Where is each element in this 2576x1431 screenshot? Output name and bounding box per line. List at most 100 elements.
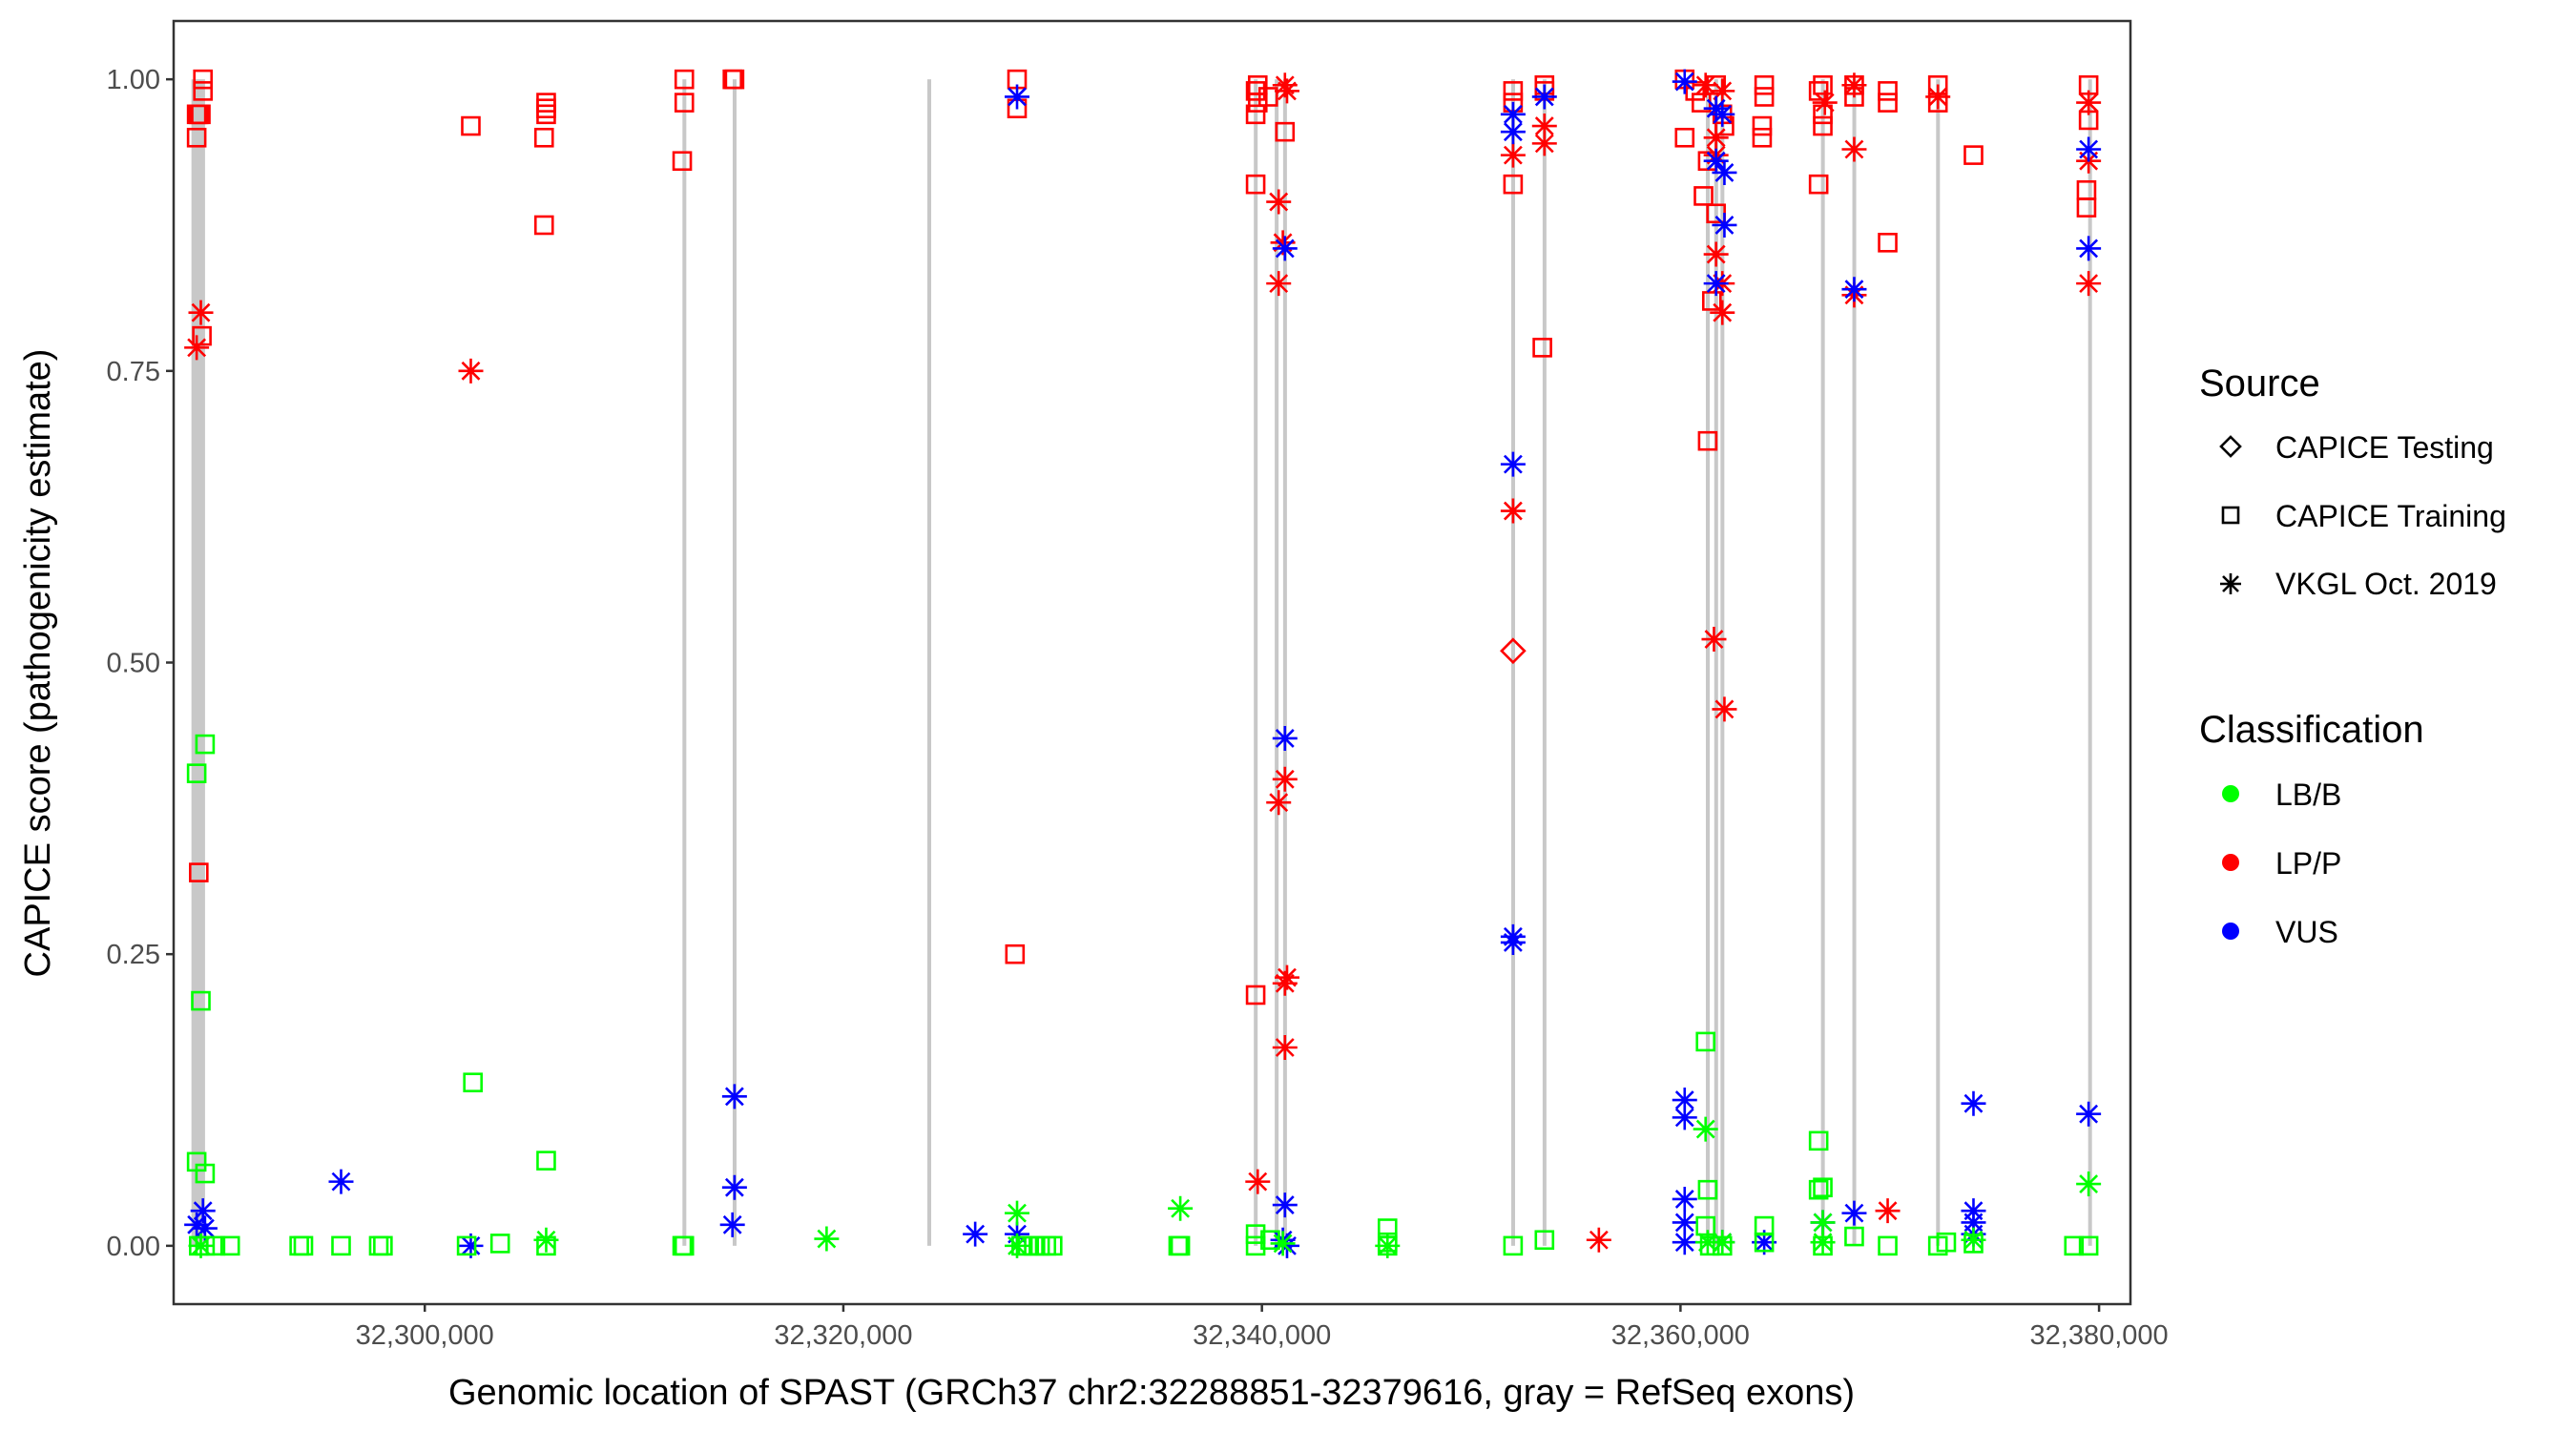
data-point [1503, 174, 1524, 195]
data-point [1005, 1200, 1030, 1226]
data-point [533, 127, 554, 148]
data-point [1961, 1090, 1986, 1116]
data-point [1270, 1231, 1296, 1256]
data-point [1272, 73, 1298, 98]
exon-bar [191, 79, 205, 1246]
data-point [1503, 1235, 1524, 1256]
exon-bars [191, 79, 2092, 1246]
data-point [1266, 271, 1292, 297]
data-point [1808, 1179, 1829, 1200]
exon-bar [1714, 79, 1718, 1246]
data-point [1936, 1232, 1957, 1253]
data-point [536, 1151, 556, 1171]
legend-label: VUS [2275, 915, 2338, 949]
x-tick-label: 32,300,000 [356, 1320, 494, 1351]
data-point [1245, 1235, 1266, 1256]
legend-item-vkgl: VKGL Oct. 2019 [2220, 567, 2497, 601]
data-point [195, 734, 216, 755]
data-point [2076, 271, 2102, 297]
data-point [190, 1198, 216, 1224]
data-point [1712, 159, 1737, 185]
data-point [184, 335, 210, 361]
data-point [2076, 90, 2102, 115]
data-point [1245, 1224, 1266, 1244]
data-point [293, 1235, 314, 1256]
exon-bar [732, 79, 737, 1246]
data-point [1752, 127, 1773, 148]
data-point [672, 151, 693, 172]
exon-bar [1936, 79, 1941, 1246]
data-point [1272, 766, 1298, 792]
green-dot-icon [2222, 785, 2239, 802]
data-point [1693, 73, 1718, 98]
x-tick-label: 32,380,000 [2030, 1320, 2169, 1351]
data-point [1005, 1233, 1030, 1258]
data-point [192, 325, 212, 346]
exon-bar [682, 79, 687, 1246]
data-point [1693, 1116, 1718, 1142]
data-point [1500, 929, 1526, 955]
data-point [1841, 277, 1867, 302]
data-point [1274, 1233, 1299, 1258]
data-point [1878, 93, 1898, 113]
data-point [1752, 1230, 1777, 1255]
data-point [191, 104, 211, 125]
data-point [533, 1227, 559, 1253]
data-point [1272, 1192, 1298, 1218]
data-point [2076, 1172, 2102, 1197]
exon-bar [1852, 79, 1857, 1246]
data-point [1841, 1200, 1867, 1226]
data-point [1272, 970, 1298, 996]
legend-item-capice-training: CAPICE Training [2221, 499, 2506, 533]
exon-bar [2088, 79, 2092, 1246]
data-point [2064, 1235, 2085, 1256]
data-point [1170, 1235, 1191, 1256]
data-point [219, 1235, 240, 1256]
data-point [1672, 1186, 1697, 1212]
data-point [191, 990, 211, 1011]
data-point [1703, 125, 1729, 151]
exon-bar [1275, 79, 1279, 1246]
x-axis: 32,300,000 32,320,000 32,340,000 32,360,000… [356, 1304, 2169, 1351]
red-dot-icon [2222, 854, 2239, 871]
data-point [1752, 115, 1773, 136]
data-point [963, 1221, 988, 1247]
data-point [1270, 230, 1296, 256]
data-point [456, 1235, 477, 1256]
data-point [1245, 1169, 1271, 1194]
data-points [184, 69, 2102, 1258]
data-point [193, 69, 214, 90]
data-point [1841, 73, 1867, 98]
data-point [1672, 1210, 1697, 1235]
legend-label: LP/P [2275, 846, 2341, 881]
data-point [1754, 1232, 1775, 1253]
diamond-icon [2219, 435, 2242, 458]
data-point [1168, 1195, 1194, 1221]
legend-label: CAPICE Testing [2275, 430, 2494, 465]
y-tick-label: 0.75 [107, 357, 160, 387]
blue-dot-icon [2222, 923, 2239, 940]
data-point [674, 69, 695, 90]
data-point [1813, 115, 1833, 136]
data-point [1703, 148, 1729, 174]
data-point [1005, 944, 1026, 964]
data-point [1710, 101, 1735, 127]
data-point [672, 1235, 693, 1256]
data-point [1247, 74, 1268, 95]
exon-bar [1282, 79, 1287, 1246]
data-point [328, 1169, 354, 1194]
data-point [1531, 114, 1557, 139]
data-point [1710, 1230, 1735, 1255]
data-point [1697, 1179, 1718, 1200]
data-point [1005, 84, 1030, 110]
y-tick-label: 1.00 [107, 65, 160, 95]
data-point [674, 93, 695, 113]
data-point [2076, 136, 2102, 162]
data-point [186, 127, 207, 148]
data-point [1694, 1230, 1720, 1255]
data-point [1266, 189, 1292, 215]
legend-label: LB/B [2275, 778, 2341, 812]
y-tick-label: 0.25 [107, 940, 160, 970]
y-axis: 0.00 0.25 0.50 0.75 1.00 [107, 65, 174, 1262]
legend-source-title: Source [2199, 363, 2320, 404]
